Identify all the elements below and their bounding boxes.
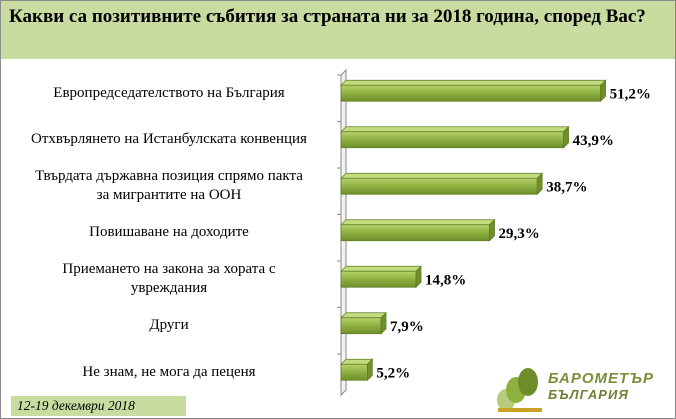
bar-1: [340, 79, 607, 103]
category-label-line: Отхвърлянето на Истанбулската конвенция: [31, 131, 307, 148]
category-label-3: Твърдата държавна позиция спрямо пакта за…: [4, 167, 334, 205]
value-label-6: 7,9%: [390, 319, 424, 335]
logo-mark-icon: [497, 368, 542, 412]
bar-6: [340, 311, 387, 335]
category-label-4: Повишаване на доходите: [4, 223, 334, 242]
logo-line-1: БАРОМЕТЪР: [548, 370, 655, 387]
bar-5: [340, 265, 422, 289]
category-label-5: Приемането на закона за хората с увреждан…: [4, 260, 334, 298]
chart-title: Какви са позитивните събития за страната…: [9, 6, 646, 27]
value-label-7: 5,2%: [376, 365, 410, 381]
value-label-2: 43,9%: [573, 133, 614, 149]
category-label-line: увреждания: [130, 280, 208, 297]
bar-7: [340, 358, 374, 382]
category-label-7: Не знам, не мога да пеценя: [4, 363, 334, 382]
category-label-line: Приемането на закона за хората с: [62, 261, 276, 278]
value-label-4: 29,3%: [499, 226, 540, 242]
value-label-3: 38,7%: [546, 179, 587, 195]
bar-2: [340, 125, 570, 149]
category-label-line: за мигрантите на ООН: [96, 187, 242, 204]
value-label-1: 51,2%: [610, 86, 651, 102]
category-label-line: Други: [149, 317, 189, 334]
bar-3: [340, 172, 544, 196]
category-label-line: Твърдата държавна позиция спрямо пакта: [35, 168, 303, 185]
category-label-2: Отхвърлянето на Истанбулската конвенция: [4, 130, 334, 149]
logo-line-2: БЪЛГАРИЯ: [548, 387, 629, 402]
title-bar: Какви са позитивните събития за страната…: [1, 1, 675, 59]
category-label-line: Повишаване на доходите: [89, 224, 249, 241]
category-label-line: Европредседателството на България: [53, 84, 285, 101]
category-label-6: Други: [4, 316, 334, 335]
bar-4: [340, 218, 496, 242]
category-label-1: Европредседателството на България: [4, 84, 334, 103]
survey-date: 12-19 декември 2018: [11, 396, 186, 416]
value-label-5: 14,8%: [425, 272, 466, 288]
category-label-line: Не знам, не мога да пеценя: [82, 363, 256, 380]
barometer-logo: БАРОМЕТЪР БЪЛГАРИЯ: [492, 360, 670, 414]
